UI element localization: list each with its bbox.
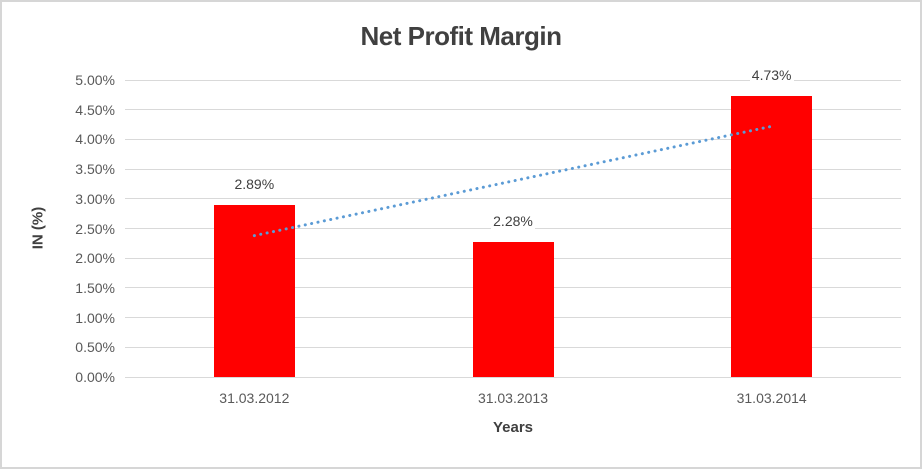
- x-tick-label: 31.03.2012: [219, 390, 290, 406]
- x-tick-label: 31.03.2014: [736, 390, 807, 406]
- data-label: 2.89%: [194, 176, 314, 193]
- y-tick-label: 4.50%: [75, 101, 115, 118]
- gridline: [125, 376, 901, 378]
- y-tick-label: 2.00%: [75, 250, 115, 267]
- y-tick-label: 4.00%: [75, 131, 115, 148]
- x-tick-label: 31.03.2013: [477, 390, 549, 406]
- y-tick-label: 0.00%: [75, 369, 115, 385]
- data-label-text: 4.73%: [749, 67, 794, 84]
- bar-31.03.2014: [731, 96, 813, 377]
- y-tick-label: 0.50%: [75, 339, 115, 356]
- x-axis-title: Years: [492, 419, 534, 436]
- data-label-text: 2.28%: [491, 212, 535, 229]
- y-tick-label: 2.50%: [75, 220, 115, 237]
- gridline: [125, 79, 901, 81]
- y-tick-label: 3.50%: [75, 161, 115, 178]
- y-axis-title: IN (%): [29, 206, 47, 250]
- y-tick-label: 3.00%: [75, 190, 115, 207]
- data-label-text: 2.89%: [232, 176, 277, 193]
- gridline: [125, 109, 901, 111]
- y-tick-label: 1.00%: [75, 309, 115, 326]
- bar-31.03.2012: [213, 205, 295, 377]
- y-tick-label: 5.00%: [75, 72, 115, 88]
- y-tick-label: 1.50%: [75, 279, 115, 296]
- data-label: 4.73%: [712, 67, 832, 84]
- data-label: 2.28%: [453, 212, 573, 230]
- bar-31.03.2013: [472, 241, 554, 377]
- chart-title: Net Profit Margin: [360, 21, 562, 51]
